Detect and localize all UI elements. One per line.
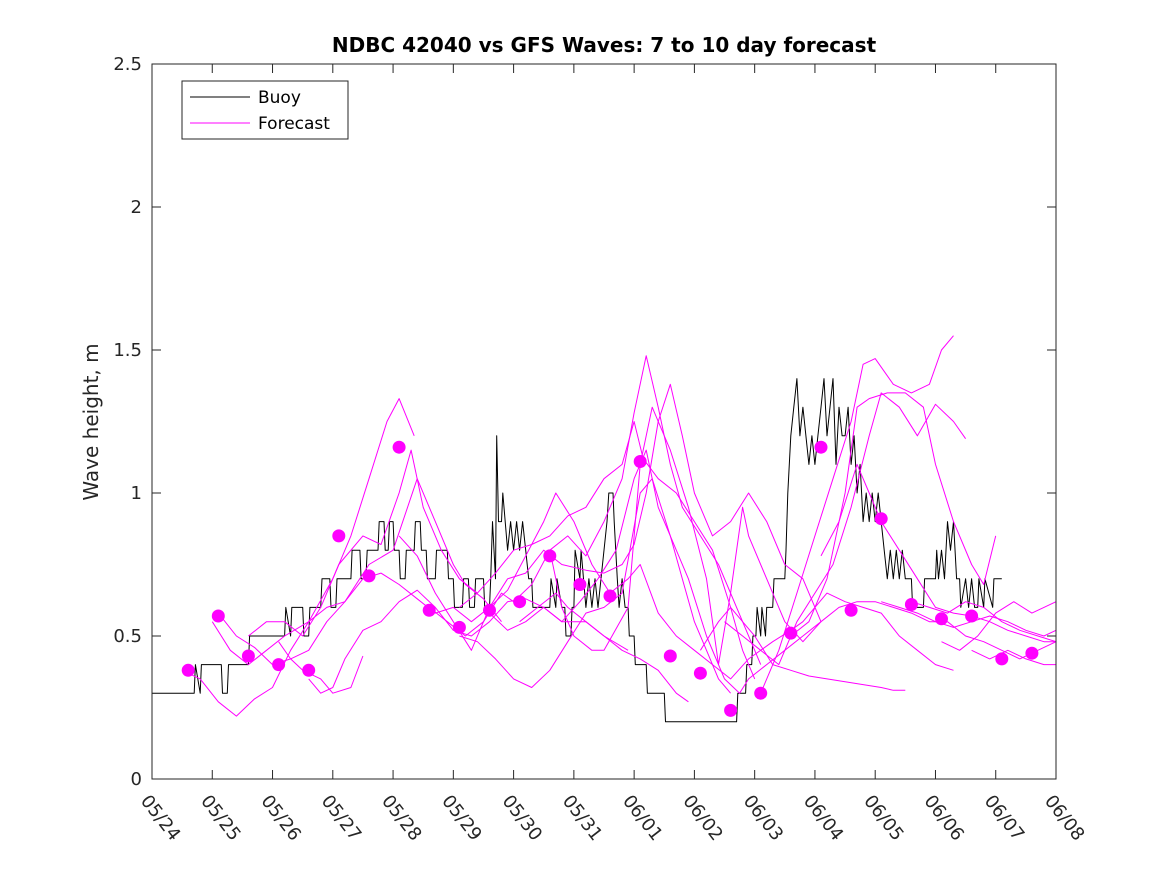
y-tick-label: 1.5 [113, 340, 142, 361]
forecast-marker-4 [302, 663, 316, 677]
tick-layer [151, 63, 1057, 780]
forecast-marker-2 [241, 649, 255, 663]
forecast-marker-14 [603, 589, 617, 603]
forecast-marker-20 [784, 626, 798, 640]
forecast-marker-19 [754, 686, 768, 700]
forecast-marker-5 [332, 529, 346, 543]
y-tick-label: 2.5 [113, 54, 142, 75]
forecast-marker-10 [483, 603, 496, 617]
forecast-series-line-11 [549, 406, 1056, 666]
forecast-series-line-20 [911, 601, 1056, 643]
forecast-marker-11 [513, 595, 527, 609]
forecast-marker-0 [181, 663, 195, 677]
forecast-series-line-6 [217, 612, 364, 694]
forecast-marker-23 [874, 512, 888, 526]
forecast-marker-9 [452, 620, 466, 634]
forecast-series-line-18 [820, 463, 1056, 643]
legend-box [181, 80, 349, 140]
forecast-marker-6 [362, 569, 376, 583]
forecast-marker-21 [814, 440, 828, 454]
forecast-series-line-16 [760, 335, 954, 694]
forecast-series-line-3 [278, 478, 502, 660]
forecast-series-line-22 [971, 649, 1056, 666]
forecast-series-line-5 [181, 492, 954, 717]
forecast-series-line-7 [398, 383, 822, 651]
forecast-series-line-21 [941, 601, 1056, 651]
forecast-marker-18 [724, 703, 738, 717]
plot-frame [151, 63, 1057, 780]
legend: Buoy Forecast [181, 80, 349, 140]
forecast-marker-24 [904, 598, 918, 611]
forecast-marker-22 [844, 603, 858, 617]
forecast-marker-7 [392, 440, 406, 454]
forecast-marker-16 [663, 649, 677, 663]
legend-label-buoy: Buoy [258, 88, 301, 108]
forecast-series-line-17 [790, 392, 997, 637]
forecast-series-line-10 [489, 449, 822, 694]
forecast-series-line-9 [459, 421, 756, 680]
forecast-marker-8 [422, 603, 436, 617]
plot-area [152, 64, 1056, 779]
forecast-marker-26 [965, 609, 979, 623]
y-tick-label: 2 [131, 197, 142, 218]
forecast-marker-13 [573, 578, 587, 591]
y-tick-label: 0.5 [113, 626, 142, 647]
forecast-marker-25 [935, 612, 948, 626]
y-tick-label: 0 [131, 769, 142, 790]
forecast-series-line-13 [519, 592, 689, 703]
forecast-series-line-2 [248, 449, 478, 637]
chart-title: NDBC 42040 vs GFS Waves: 7 to 10 day for… [332, 33, 877, 57]
forecast-marker-3 [272, 658, 286, 672]
forecast-marker-15 [633, 455, 647, 468]
forecast-marker-28 [1025, 646, 1039, 660]
legend-label-forecast: Forecast [258, 114, 330, 134]
y-axis: 0 0.5 1 1.5 2 2.5 [113, 54, 142, 790]
forecast-series-line-1 [211, 398, 415, 666]
forecast-marker-17 [693, 666, 707, 680]
forecast-series-line-14 [699, 606, 906, 691]
y-tick-label: 1 [131, 483, 142, 504]
forecast-marker-27 [995, 652, 1009, 666]
forecast-marker-1 [211, 609, 225, 623]
forecast-marker-12 [543, 549, 557, 563]
y-axis-label: Wave height, m [79, 343, 103, 500]
forecast-series-line-15 [724, 392, 967, 666]
marker-layer [181, 440, 1039, 717]
